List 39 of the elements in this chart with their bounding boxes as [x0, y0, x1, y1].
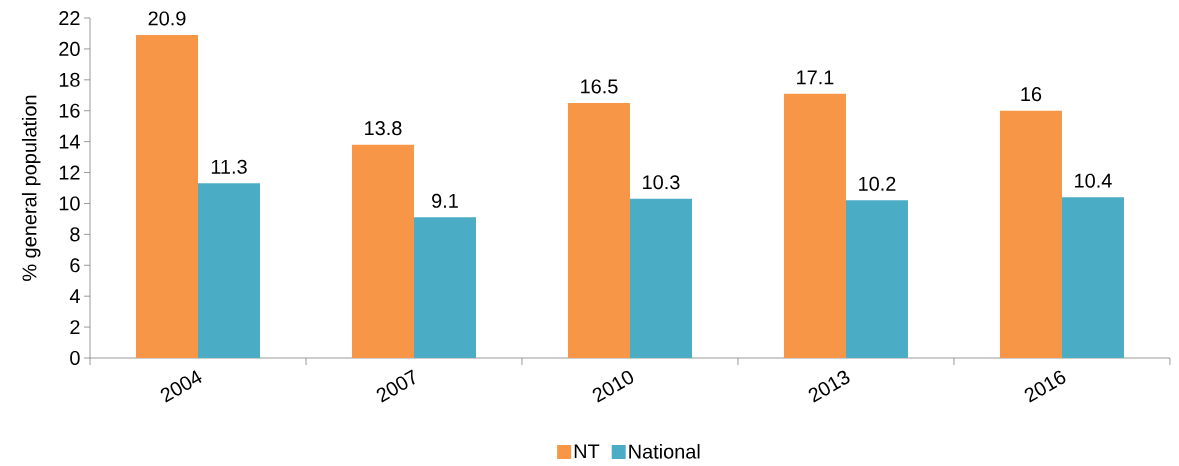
bar [567, 103, 630, 358]
x-tick-label: 2013 [808, 370, 850, 403]
y-tick-label: 14 [59, 134, 80, 149]
y-tick-label: 18 [59, 72, 80, 87]
y-tick-label: 0 [70, 350, 80, 366]
y-tick-label: 2 [70, 320, 80, 335]
y-tick-label: 6 [70, 258, 80, 273]
data-label: 10.4 [1075, 173, 1112, 188]
y-tick-label: 22 [59, 11, 80, 25]
data-label: 17.1 [797, 70, 834, 85]
data-label: 11.3 [211, 159, 247, 174]
x-tick-label: 2010 [592, 370, 634, 403]
bar [351, 144, 414, 358]
bar [999, 110, 1062, 358]
x-tick-label: 2004 [160, 370, 202, 403]
y-axis-title: % general population [21, 95, 41, 281]
legend-label: National [629, 444, 700, 459]
data-label: 20.9 [148, 11, 186, 26]
bar [135, 35, 198, 358]
y-tick-label: 20 [59, 41, 80, 56]
bar [413, 217, 476, 358]
data-label: 10.2 [859, 176, 896, 191]
data-label: 16.5 [581, 79, 618, 94]
y-tick-label: 16 [59, 103, 80, 118]
data-label: 10.3 [643, 175, 680, 190]
bar [1061, 197, 1124, 358]
bar [198, 183, 260, 358]
bar [629, 198, 692, 358]
y-tick-label: 4 [69, 289, 80, 304]
legend-label: NT [574, 444, 600, 459]
data-label: 13.8 [365, 121, 402, 136]
y-tick-label: 10 [59, 196, 80, 211]
y-tick-label: 12 [59, 165, 80, 180]
bar [845, 200, 908, 358]
bar [783, 93, 846, 358]
y-tick-label: 8 [70, 227, 80, 242]
data-label: 9.1 [432, 193, 458, 208]
x-tick-label: 2016 [1024, 370, 1066, 403]
data-label: 16 [1021, 87, 1042, 102]
